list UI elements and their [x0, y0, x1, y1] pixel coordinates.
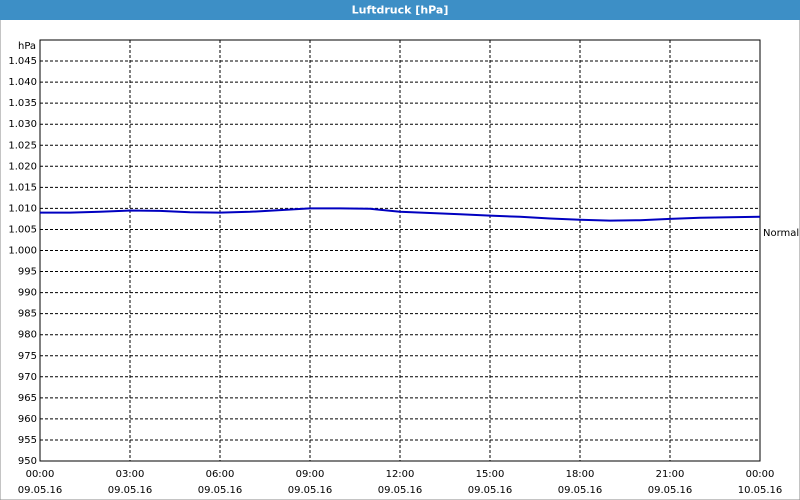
x-tick-label: 12:00	[386, 469, 415, 480]
x-tick-label: 06:00	[206, 469, 235, 480]
y-tick-label: 970	[18, 372, 37, 383]
y-tick-label: 1.010	[8, 203, 37, 214]
y-tick-label: 1.045	[8, 56, 37, 67]
x-tick-date: 09.05.16	[378, 485, 423, 496]
x-tick-date: 10.05.16	[738, 485, 783, 496]
y-tick-label: 1.025	[8, 140, 37, 151]
chart-title: Luftdruck [hPa]	[352, 4, 449, 17]
x-tick-date: 09.05.16	[18, 485, 63, 496]
y-tick-label: 950	[18, 456, 37, 467]
y-tick-label: 985	[18, 309, 37, 320]
y-tick-label: 1.015	[8, 182, 37, 193]
y-tick-label: 955	[18, 435, 37, 446]
x-tick-label: 09:00	[296, 469, 325, 480]
y-tick-label: 975	[18, 351, 37, 362]
y-tick-label: 995	[18, 267, 37, 278]
y-tick-label: 1.005	[8, 224, 37, 235]
y-tick-label: 1.020	[8, 161, 37, 172]
y-tick-label: 980	[18, 330, 37, 341]
y-tick-label: 990	[18, 288, 37, 299]
x-tick-date: 09.05.16	[288, 485, 333, 496]
plot-border	[39, 39, 761, 462]
x-tick-date: 09.05.16	[558, 485, 603, 496]
x-tick-label: 15:00	[476, 469, 505, 480]
x-tick-date: 09.05.16	[108, 485, 153, 496]
x-tick-date: 09.05.16	[468, 485, 513, 496]
x-tick-label: 03:00	[116, 469, 145, 480]
y-tick-label: 1.035	[8, 98, 37, 109]
legend-entry: Normal	[763, 228, 799, 239]
title-bar	[0, 0, 800, 20]
x-tick-label: 00:00	[26, 469, 55, 480]
x-tick-date: 09.05.16	[198, 485, 243, 496]
y-tick-label: 1.030	[8, 119, 37, 130]
y-axis-label: hPa	[18, 41, 36, 52]
x-tick-date: 09.05.16	[648, 485, 693, 496]
y-tick-label: 965	[18, 393, 37, 404]
x-tick-label: 18:00	[566, 469, 595, 480]
x-tick-label: 21:00	[656, 469, 685, 480]
y-tick-label: 1.040	[8, 77, 37, 88]
series-line	[40, 207, 761, 222]
x-tick-label: 00:00	[746, 469, 775, 480]
y-tick-label: 960	[18, 414, 37, 425]
y-tick-label: 1.000	[8, 246, 37, 257]
